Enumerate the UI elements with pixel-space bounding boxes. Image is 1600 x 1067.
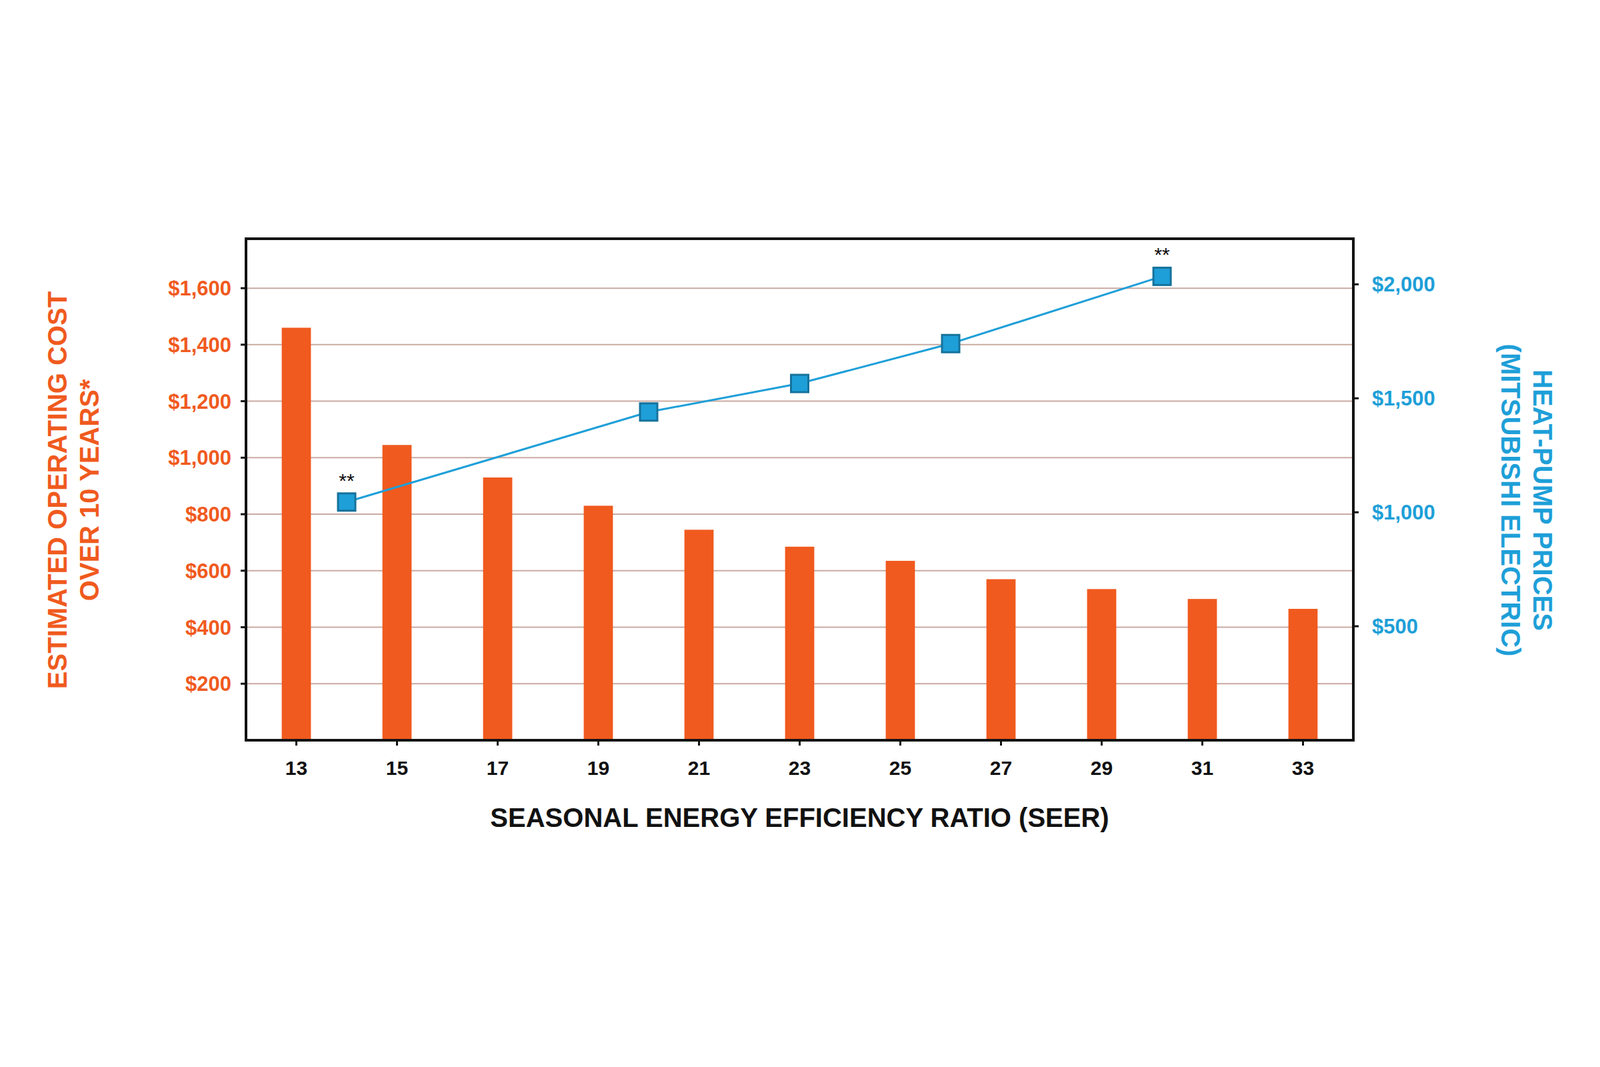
marker: [942, 334, 960, 352]
x-tick: [899, 740, 902, 746]
bar: [483, 477, 513, 740]
marker: [1153, 267, 1171, 285]
point-label: **: [338, 469, 355, 492]
y-tick: [240, 513, 246, 516]
bar: [282, 327, 312, 740]
chart: ** ** 13 15 17 19 21 23 25 27 29 31 33 $200 $400 $600 $8…: [0, 0, 1600, 1067]
y-tick: [240, 626, 246, 628]
y-tick: [240, 682, 246, 685]
y2-tick-label: $1,500: [1372, 386, 1436, 410]
x-tick: [698, 740, 700, 746]
x-tick-label: 31: [1191, 756, 1214, 779]
x-tick: [1000, 740, 1002, 746]
x-tick: [1201, 740, 1204, 746]
y2-tick: [1353, 625, 1359, 628]
y-tick: [240, 400, 246, 402]
y-tick-label: $1,400: [168, 333, 232, 357]
bar: [785, 546, 815, 740]
bar: [1288, 608, 1318, 740]
x-tick: [496, 740, 499, 746]
bar: [584, 505, 614, 740]
bar: [986, 579, 1016, 740]
y2-tick: [1353, 511, 1359, 514]
grid-line: [246, 287, 1354, 289]
y-tick-label: $600: [185, 559, 232, 583]
grid-line: [246, 400, 1354, 402]
x-tick-label: 25: [889, 756, 912, 779]
line: [346, 276, 1162, 502]
y-tick-label: $200: [185, 672, 232, 696]
y2-tick-label: $1,000: [1372, 500, 1436, 524]
x-tick-label: 33: [1292, 756, 1314, 779]
x-tick-label: 17: [486, 756, 509, 779]
x-tick: [597, 740, 600, 746]
x-tick-label: 13: [285, 756, 308, 779]
y-axis-title: ESTIMATED OPERATING COSTOVER 10 YEARS*: [42, 291, 104, 689]
y-tick-label: $400: [185, 616, 232, 640]
plot-frame: [246, 238, 1354, 740]
plot-area: [282, 267, 1318, 740]
x-tick: [1100, 740, 1103, 746]
y-tick-label: $1,200: [168, 390, 232, 414]
y-tick-label: $1,600: [168, 276, 232, 300]
x-tick-label: 29: [1090, 756, 1113, 779]
x-tick-label: 21: [688, 756, 710, 779]
x-tick: [798, 740, 801, 746]
marker: [640, 403, 658, 421]
grid-line: [246, 344, 1354, 346]
y-tick: [240, 343, 246, 346]
x-tick: [1302, 740, 1304, 746]
x-axis-title: SEASONAL ENERGY EFFICIENCY RATIO (SEER): [490, 802, 1109, 832]
x-tick-label: 27: [990, 756, 1012, 779]
y-tick-label: $800: [185, 502, 232, 526]
x-tick-label: 23: [788, 756, 811, 779]
x-tick: [295, 740, 298, 746]
point-label: **: [1154, 243, 1170, 266]
x-tick: [396, 740, 398, 746]
bar: [886, 560, 916, 740]
marker: [791, 374, 809, 392]
bar: [1188, 598, 1218, 740]
y-tick: [240, 287, 246, 290]
y-tick: [240, 569, 246, 572]
bar: [684, 529, 714, 740]
y2-tick-label: $500: [1372, 614, 1418, 638]
y-tick: [240, 456, 246, 459]
y-tick-label: $1,000: [168, 446, 232, 470]
x-tick-label: 19: [587, 756, 610, 779]
grid-line: [246, 456, 1354, 458]
y2-tick: [1353, 397, 1359, 400]
y2-axis-title: HEAT-PUMP PRICES(MITSUBISHI ELECTRIC): [1496, 344, 1558, 657]
marker: [338, 493, 356, 511]
y2-tick-label: $2,000: [1372, 272, 1436, 296]
bar: [1087, 588, 1117, 740]
y2-tick: [1353, 283, 1359, 286]
grid-line: [246, 513, 1354, 515]
x-tick-label: 15: [386, 756, 408, 779]
